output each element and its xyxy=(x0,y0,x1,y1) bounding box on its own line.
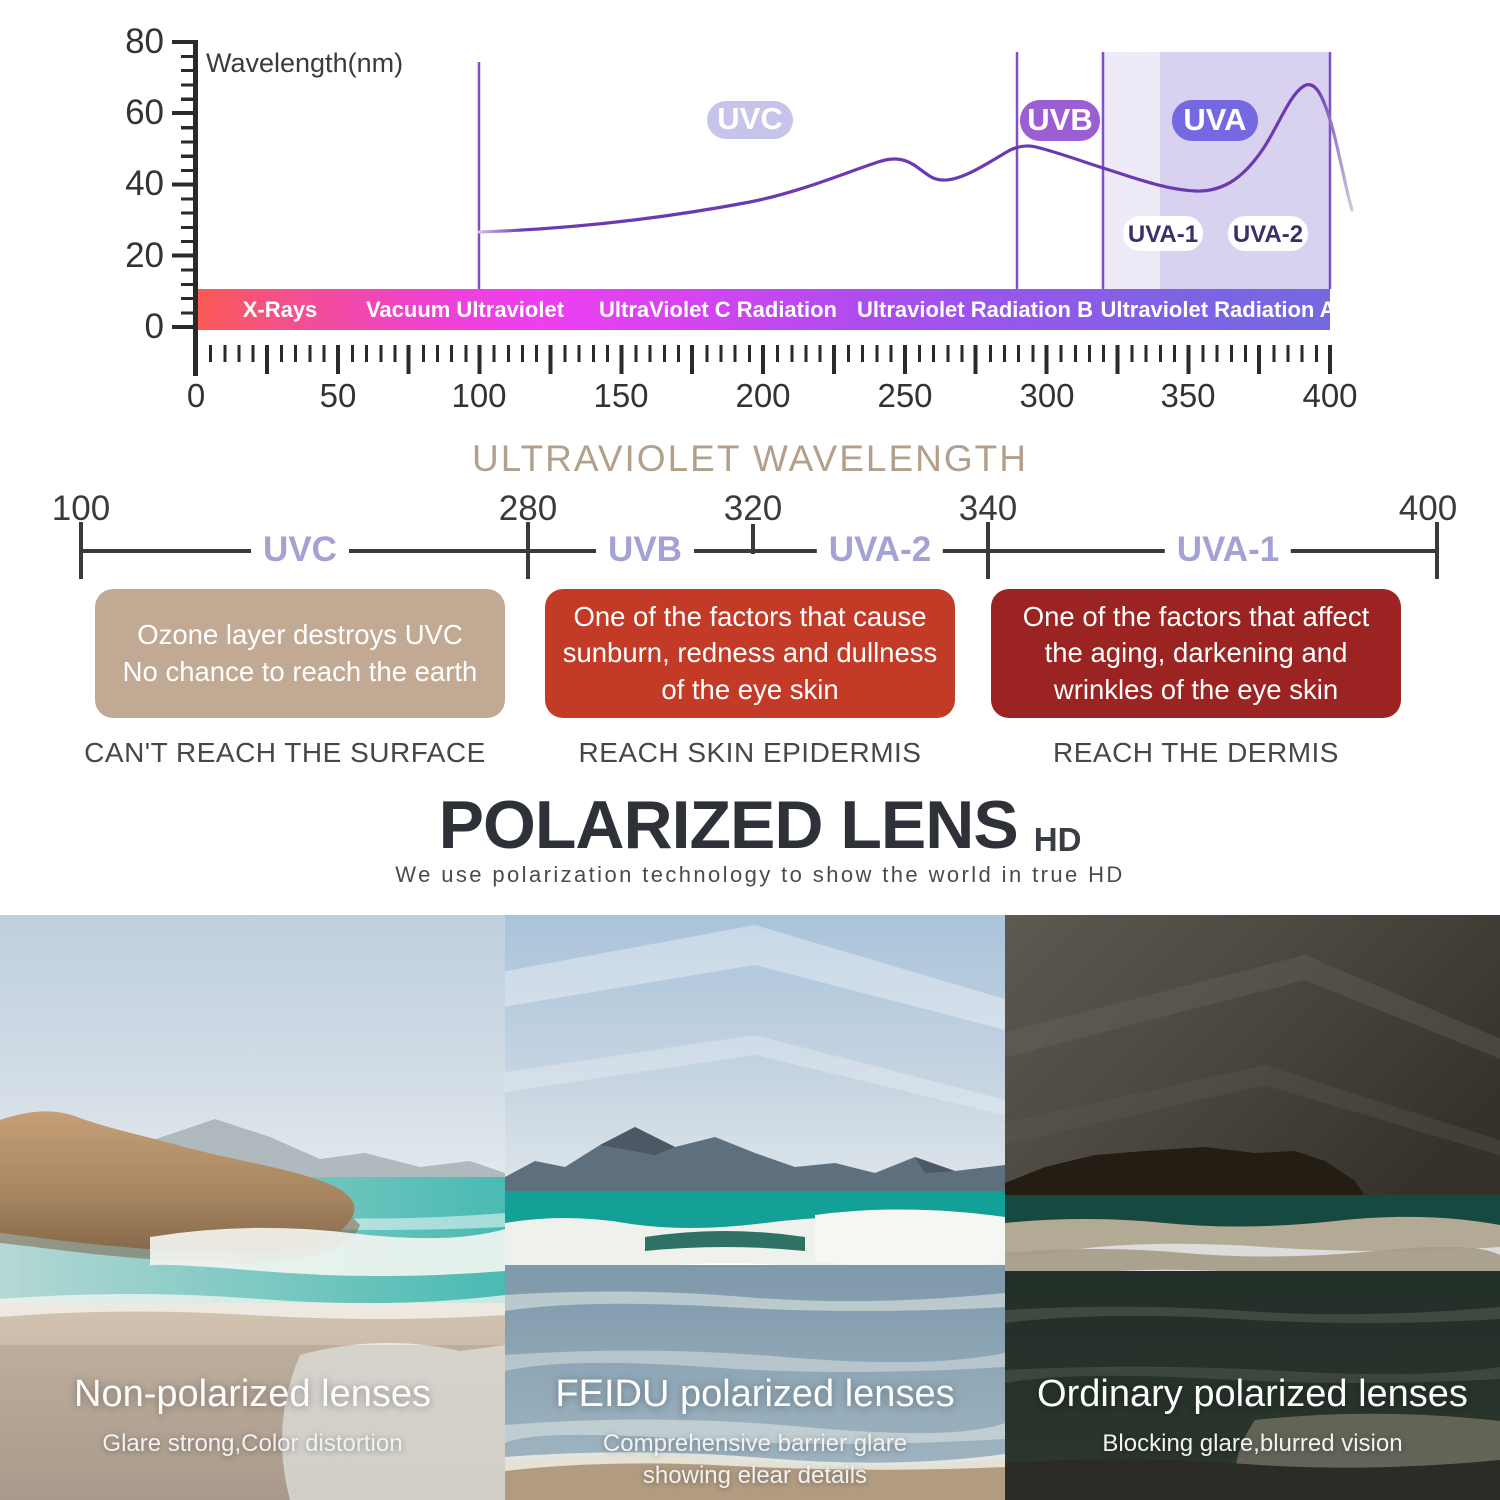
info-box-line: Ozone layer destroys UVC xyxy=(137,619,463,651)
scale-segment-uvb: UVB xyxy=(596,530,694,570)
info-box-uvc: Ozone layer destroys UVC No chance to re… xyxy=(95,589,505,718)
guide-lines xyxy=(477,52,1332,289)
scale-tick-label: 100 xyxy=(51,489,111,528)
scale-tick-label: 400 xyxy=(1398,489,1458,528)
caption-title: Ordinary polarized lenses xyxy=(1037,1373,1468,1415)
caption-non-polarized: Non-polarized lenses Glare strong,Color … xyxy=(0,1373,505,1460)
caption-feidu-polarized: FEIDU polarized lenses Comprehensive bar… xyxy=(505,1373,1005,1493)
info-box-uva: One of the factors that affect the aging… xyxy=(991,589,1401,718)
beach-photo-dark xyxy=(1005,915,1500,1500)
headline: POLARIZED LENS HD xyxy=(0,791,1500,859)
info-caption-uvc: CAN'T REACH THE SURFACE xyxy=(84,737,486,768)
caption-subtitle-line: Comprehensive barrier glare xyxy=(602,1430,908,1457)
x-tick-label: 300 xyxy=(1019,377,1075,414)
uv-scale-title: ULTRAVIOLET WAVELENGTH xyxy=(472,438,1028,479)
uv-wavelength-chart: X-Rays Vacuum Ultraviolet UltraViolet C … xyxy=(196,48,1354,330)
x-tick-label: 250 xyxy=(877,377,933,414)
headline-title: POLARIZED LENS xyxy=(438,787,1019,863)
headline-hd-tag: HD xyxy=(1033,821,1082,858)
info-box-line: No chance to reach the earth xyxy=(122,655,478,687)
band-label-uva: Ultraviolet Radiation A xyxy=(1100,297,1335,322)
y-tick-label: 20 xyxy=(125,236,164,275)
band-label-uvb: Ultraviolet Radiation B xyxy=(857,297,1093,322)
x-tick-label: 0 xyxy=(186,377,206,414)
y-tick-label: 60 xyxy=(125,93,164,132)
x-tick-label: 150 xyxy=(593,377,649,414)
info-box-line: One of the factors that cause xyxy=(573,601,927,633)
panel-ordinary-polarized: Ordinary polarized lenses Blocking glare… xyxy=(1005,915,1500,1500)
x-tick-label: 200 xyxy=(735,377,791,414)
y-axis-title: Wavelength(nm) xyxy=(206,48,403,78)
info-box-line: sunburn, redness and dullness xyxy=(562,637,938,669)
x-tick-label: 400 xyxy=(1302,377,1358,414)
scale-tick xyxy=(1435,522,1439,579)
scale-segment-uva1: UVA-1 xyxy=(1164,530,1292,570)
y-axis-line xyxy=(193,40,198,376)
scale-tick xyxy=(526,522,530,579)
info-box-line: One of the factors that affect xyxy=(1022,601,1370,633)
uva1-badge: UVA-1 xyxy=(1128,221,1198,248)
info-caption-uva: REACH THE DERMIS xyxy=(1053,737,1339,768)
scale-tick xyxy=(79,522,83,579)
uva-badge: UVA xyxy=(1183,102,1246,137)
beach-photo-hazy xyxy=(0,915,505,1500)
scale-tick-label: 340 xyxy=(958,489,1018,528)
scale-tick-label: 320 xyxy=(723,489,783,528)
caption-subtitle: Comprehensive barrier glare showing elea… xyxy=(505,1428,1005,1493)
y-tick-label: 80 xyxy=(125,22,164,61)
info-box-line: of the eye skin xyxy=(661,673,839,705)
info-box-line: wrinkles of the eye skin xyxy=(1053,673,1339,705)
spectrum-band-labels: X-Rays Vacuum Ultraviolet UltraViolet C … xyxy=(243,297,1336,322)
scale-tick xyxy=(751,524,755,554)
scale-tick xyxy=(986,522,990,579)
info-box-uvb: One of the factors that cause sunburn, r… xyxy=(545,589,955,718)
scale-segment-uva2: UVA-2 xyxy=(816,530,944,570)
uva2-badge: UVA-2 xyxy=(1233,221,1303,248)
info-caption-uvb: REACH SKIN EPIDERMIS xyxy=(578,737,922,768)
beach-photo-vivid xyxy=(505,915,1005,1500)
headline-subtitle: We use polarization technology to show t… xyxy=(395,862,1125,887)
y-tick-label: 40 xyxy=(125,164,164,203)
scale-line xyxy=(81,549,1437,553)
x-tick-label: 50 xyxy=(319,377,357,414)
band-label-vacuum-uv: Vacuum Ultraviolet xyxy=(366,297,565,322)
caption-subtitle: Glare strong,Color distortion xyxy=(102,1430,403,1457)
lens-comparison-photos: Non-polarized lenses Glare strong,Color … xyxy=(0,915,1500,1500)
caption-subtitle: Blocking glare,blurred vision xyxy=(1102,1430,1403,1457)
caption-title: FEIDU polarized lenses xyxy=(555,1373,955,1415)
spectrum-band xyxy=(196,289,1330,330)
caption-ordinary-polarized: Ordinary polarized lenses Blocking glare… xyxy=(1005,1373,1500,1460)
scale-segment-uvc: UVC xyxy=(251,530,349,570)
band-label-uvc: UltraViolet C Radiation xyxy=(599,297,837,322)
x-ruler-major-ticks xyxy=(194,345,1333,374)
scale-tick-label: 280 xyxy=(498,489,558,528)
info-box-line: the aging, darkening and xyxy=(1044,637,1348,669)
x-tick-label: 100 xyxy=(451,377,507,414)
panel-non-polarized: Non-polarized lenses Glare strong,Color … xyxy=(0,915,505,1500)
uvc-badge: UVC xyxy=(717,101,782,136)
uvb-badge: UVB xyxy=(1027,102,1092,137)
band-label-xrays: X-Rays xyxy=(243,297,318,322)
caption-subtitle-line: showing elear details xyxy=(642,1462,868,1490)
caption-title: Non-polarized lenses xyxy=(74,1373,431,1415)
y-axis-minor-ticks xyxy=(181,54,194,329)
uv-intensity-curve xyxy=(477,83,1354,234)
x-tick-label: 350 xyxy=(1160,377,1216,414)
chart-badges: UVC UVB UVA UVA-1 UVA-2 xyxy=(707,100,1308,251)
y-tick-label: 0 xyxy=(144,307,164,346)
panel-feidu-polarized: FEIDU polarized lenses Comprehensive bar… xyxy=(505,915,1005,1500)
